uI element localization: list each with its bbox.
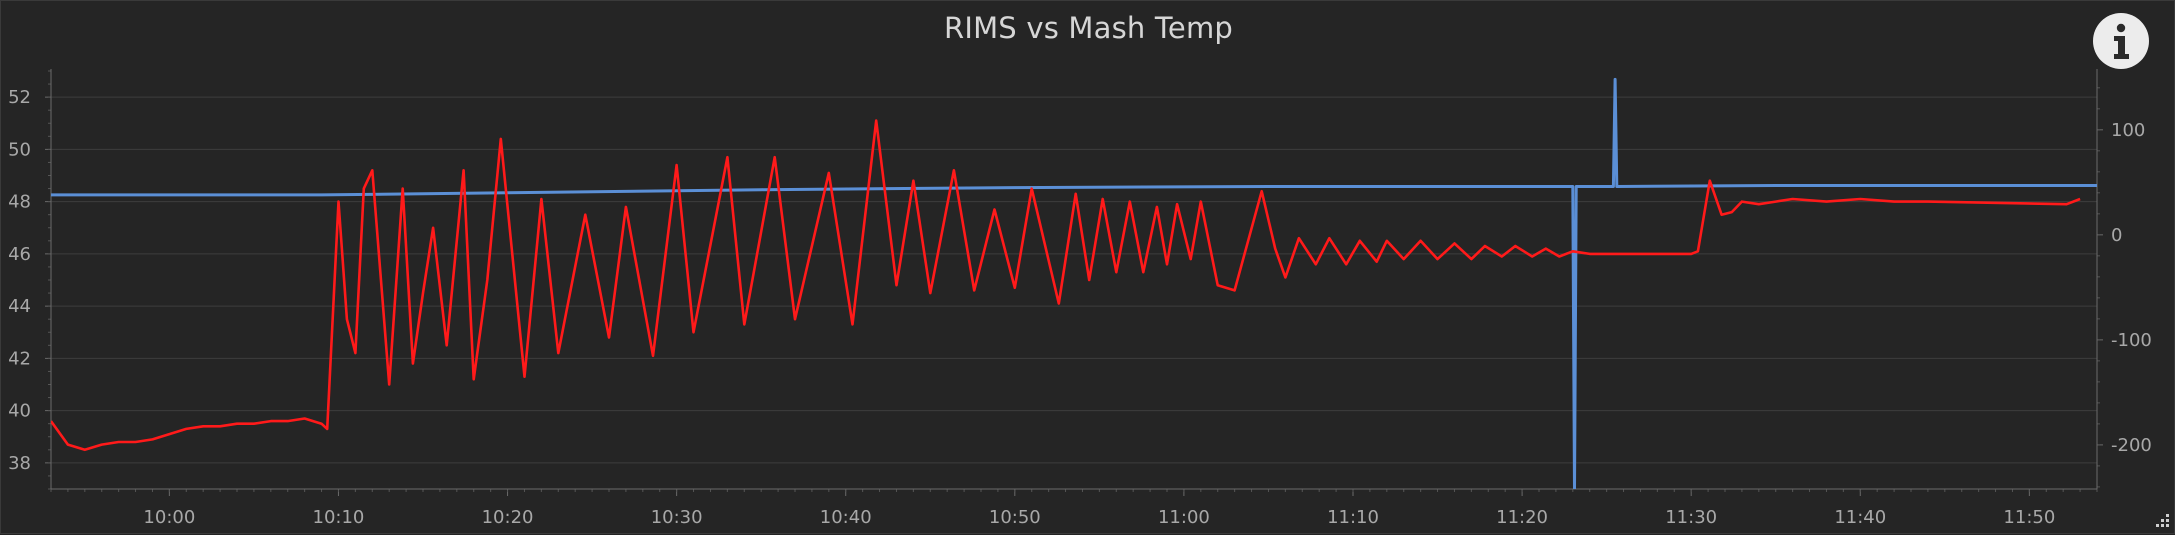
- info-button[interactable]: [2093, 13, 2149, 69]
- y-tick-label-right: 0: [2111, 225, 2122, 246]
- y-tick-label-left: 50: [8, 139, 31, 160]
- y-tick-label-left: 48: [8, 192, 31, 213]
- x-tick-label: 10:40: [820, 507, 872, 528]
- y-tick-label-right: -100: [2111, 330, 2152, 351]
- y-tick-label-left: 46: [8, 244, 31, 265]
- y-tick-label-right: 100: [2111, 120, 2145, 141]
- series-line-rims: [51, 77, 2097, 489]
- y-tick-label-right: -200: [2111, 435, 2152, 456]
- x-tick-label: 10:50: [989, 507, 1041, 528]
- x-tick-label: 11:50: [2003, 507, 2055, 528]
- x-tick-label: 11:40: [1834, 507, 1886, 528]
- x-tick-label: 10:10: [313, 507, 365, 528]
- x-tick-label: 10:30: [651, 507, 703, 528]
- series-line-mash: [51, 119, 2081, 452]
- y-tick-label-left: 40: [8, 401, 31, 422]
- y-tick-label-left: 44: [8, 296, 31, 317]
- x-tick-label: 11:00: [1158, 507, 1210, 528]
- x-tick-label: 10:20: [482, 507, 534, 528]
- resize-grip-icon[interactable]: [2153, 511, 2171, 529]
- y-tick-label-left: 52: [8, 87, 31, 108]
- x-tick-label: 11:20: [1496, 507, 1548, 528]
- x-tick-label: 11:10: [1327, 507, 1379, 528]
- x-tick-label: 11:30: [1665, 507, 1717, 528]
- y-tick-label-left: 42: [8, 348, 31, 369]
- chart-title: RIMS vs Mash Temp: [943, 11, 1234, 45]
- info-icon: [2114, 23, 2129, 59]
- x-tick-label: 10:00: [143, 507, 195, 528]
- y-tick-label-left: 38: [8, 453, 31, 474]
